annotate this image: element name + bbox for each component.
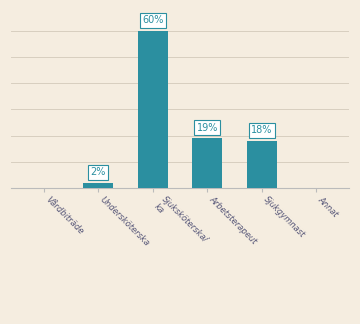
Text: 2%: 2%	[90, 167, 106, 177]
Text: 19%: 19%	[197, 122, 218, 133]
Bar	[247, 141, 277, 188]
Text: 18%: 18%	[251, 125, 273, 135]
Bar	[192, 138, 222, 188]
Bar	[83, 183, 113, 188]
Bar	[138, 31, 168, 188]
Text: 60%: 60%	[142, 15, 163, 25]
